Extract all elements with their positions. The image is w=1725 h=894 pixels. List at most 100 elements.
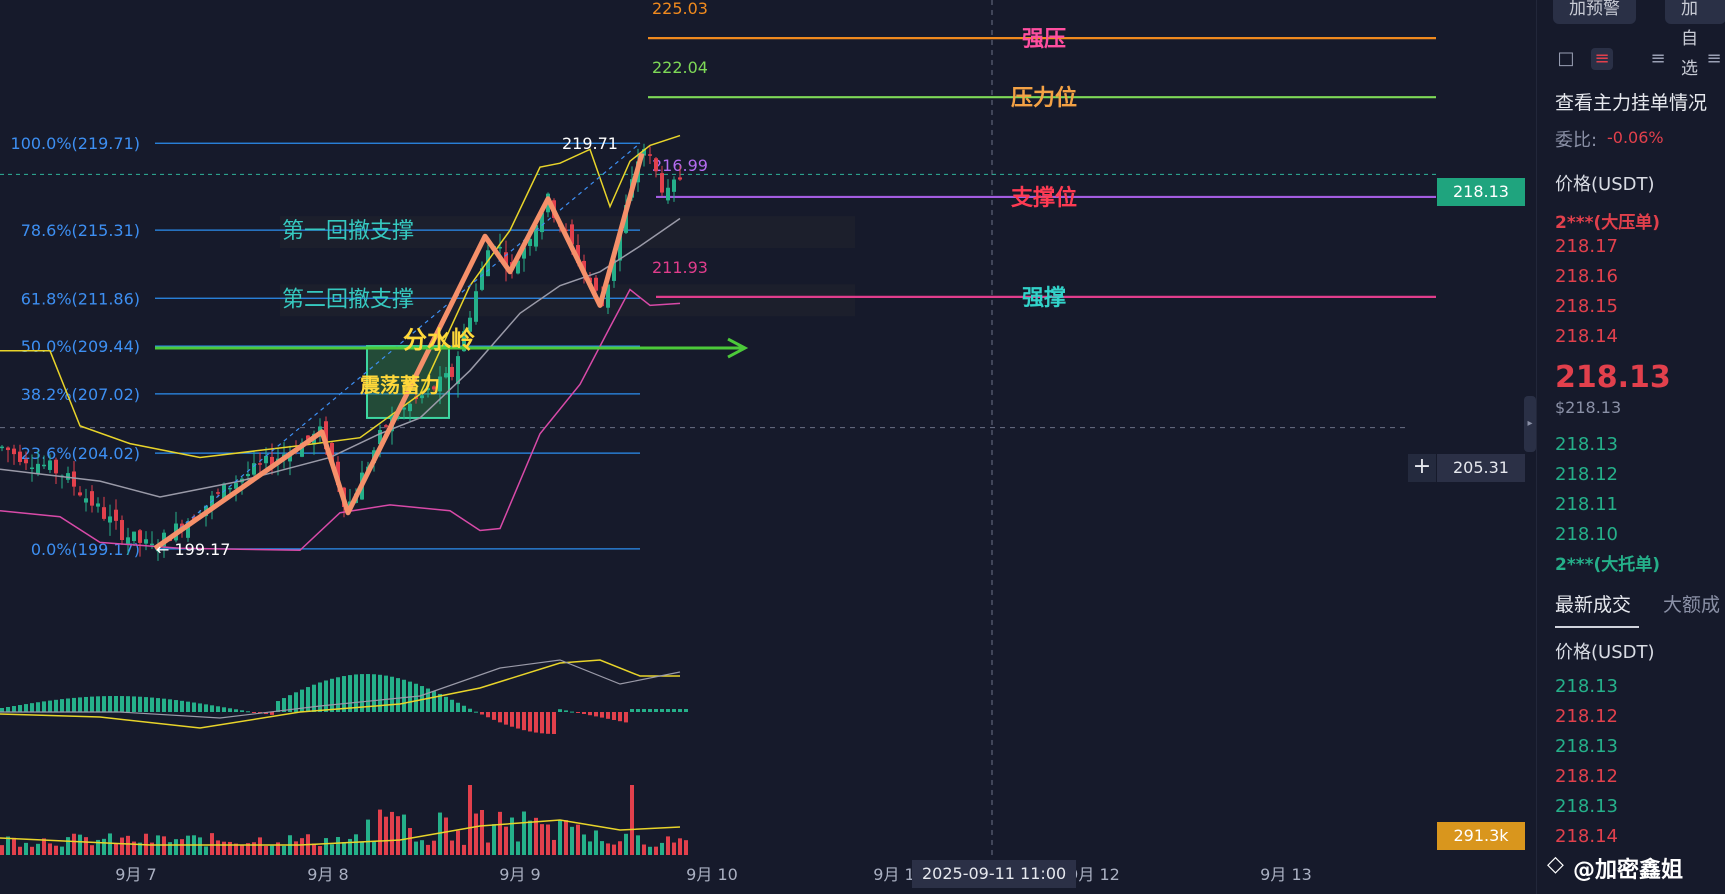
ask-row[interactable]: 218.17 [1555,236,1618,257]
candle-body [672,179,676,192]
candle-body [264,455,268,464]
tab-large-trades[interactable]: 大额成 [1663,594,1721,616]
candle-body [12,448,16,455]
trade-row: 218.12 [1555,766,1618,787]
volume-bar [384,816,388,855]
candle-body [462,331,466,352]
volume-bar [102,838,106,855]
macd-line [0,659,681,719]
ask-row[interactable]: 218.16 [1555,266,1618,287]
volume-bar [498,811,502,855]
price-chart[interactable]: 226.00224.00222.00220.00216.00214.00212.… [0,0,1436,894]
level-value-label: 225.03 [652,0,708,18]
macd-bar [126,696,130,712]
volume-bar [222,841,226,855]
macd-bar [570,711,574,713]
macd-bar [354,674,358,712]
volume-bar [522,811,526,855]
time-tick-label: 9月 7 [115,865,156,884]
macd-bar [606,712,610,719]
macd-bar [456,702,460,712]
candle-body [252,463,256,475]
macd-bar [72,697,76,712]
candle-body [150,543,154,546]
volume-bar [456,830,460,855]
volume-bar [60,846,64,855]
panel-collapse-handle[interactable]: ▸ [1524,396,1536,452]
candle-body [144,539,148,544]
candle-body [516,260,520,274]
candle-body [618,231,622,261]
macd-bar [480,712,484,715]
volume-bar [240,844,244,855]
trade-row: 218.14 [1555,826,1618,847]
volume-bar [672,842,676,855]
crosshair-price-tag: 205.31 [1437,454,1525,482]
volume-bar [576,824,580,855]
volume-bar [42,838,46,855]
candle-body [306,435,310,440]
level-text-label: 强撑 [1022,286,1066,311]
macd-bar [282,698,286,712]
add-alert-button[interactable]: 加预警 [1553,0,1636,24]
candle-body [540,212,544,233]
macd-bar [540,712,544,734]
macd-bar [366,674,370,712]
bid-row[interactable]: 218.10 [1555,524,1618,545]
volume-bar [678,838,682,855]
volume-bar [372,841,376,855]
candle-body [324,421,328,450]
bid-row[interactable]: 218.13 [1555,434,1618,455]
volume-bar [180,839,184,855]
volume-bar [540,824,544,855]
volume-bar [462,844,466,855]
volume-bar [234,843,238,855]
volume-bar [216,840,220,855]
macd-bar [672,709,676,712]
macd-bar [228,708,232,712]
book-both-icon[interactable]: ≡ [1591,48,1613,70]
add-watchlist-button[interactable]: 加自选 [1665,0,1725,79]
fib-label: 50.0%(209.44) [21,337,140,356]
volume-bar [54,845,58,855]
tab-latest-trades[interactable]: 最新成交 [1555,594,1632,616]
chart-area[interactable]: 226.00224.00222.00220.00216.00214.00212.… [0,0,1436,894]
volume-bar [582,834,586,855]
volume-bar [336,837,340,855]
volume-bar [138,842,142,855]
volume-bar [492,824,496,855]
crosshair-time-label: 2025-09-11 11:00 [912,860,1077,888]
big-ask-row[interactable]: 2***(大压单) [1555,213,1661,233]
macd-bar [60,699,64,712]
volume-bar [444,817,448,855]
macd-bar [624,712,628,723]
crosshair-plus-icon[interactable]: + [1408,454,1436,482]
layout-icon[interactable]: □ [1557,48,1575,69]
big-bid-row[interactable]: 2***(大托单) [1555,555,1661,575]
volume-bar [654,846,658,855]
macd-bar [6,707,10,712]
macd-bar [84,696,88,712]
bid-row[interactable]: 218.12 [1555,464,1618,485]
macd-bar [534,712,538,733]
panel-title[interactable]: 查看主力挂单情况 [1555,92,1708,114]
macd-bar [162,698,166,712]
macd-bar [66,698,70,712]
time-tick-label: 9月 1 [873,865,914,884]
candle-body [258,463,262,465]
trend-line [154,142,641,550]
bid-row[interactable]: 218.11 [1555,494,1618,515]
candle-body [606,284,610,308]
macd-bar [618,712,622,722]
volume-bar [66,837,70,855]
volume-bar [396,816,400,855]
volume-bar [114,843,118,855]
volume-bar [6,836,10,855]
book-asks-icon[interactable]: ≡ [1706,48,1722,69]
ask-row[interactable]: 218.14 [1555,326,1618,347]
book-bids-icon[interactable]: ≡ [1650,48,1666,69]
ask-row[interactable]: 218.15 [1555,296,1618,317]
candle-body [426,388,430,391]
volume-bar [474,813,478,855]
candle-body [468,317,472,332]
